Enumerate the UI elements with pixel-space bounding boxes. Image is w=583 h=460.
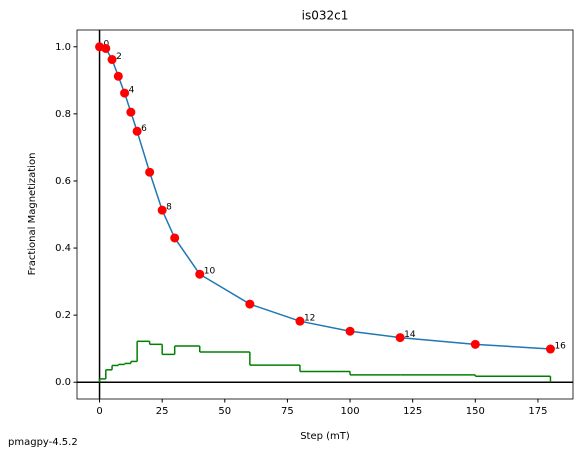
point-label: 6 [141, 124, 147, 134]
data-point [107, 55, 117, 65]
x-axis-label: Step (mT) [300, 431, 350, 442]
data-point [170, 233, 180, 243]
x-tick-label: 75 [281, 406, 294, 417]
x-tick-label: 100 [341, 406, 360, 417]
x-tick-label: 150 [466, 406, 485, 417]
y-tick-label: 0.4 [55, 243, 71, 254]
y-tick-label: 0.2 [55, 310, 71, 321]
data-point [120, 88, 130, 98]
y-tick-label: 0.0 [55, 377, 71, 388]
plot-frame [76, 29, 574, 400]
x-tick-label: 25 [156, 406, 169, 417]
data-point [245, 299, 255, 309]
data-point [545, 344, 555, 354]
point-label: 12 [304, 314, 315, 324]
x-tick-label: 175 [528, 406, 547, 417]
data-point [395, 333, 405, 343]
y-tick-label: 1.0 [55, 42, 71, 53]
data-point [295, 316, 305, 326]
data-point [132, 126, 142, 136]
data-point [157, 205, 167, 215]
data-line [99, 46, 551, 350]
data-point [345, 326, 355, 336]
data-point [101, 43, 111, 53]
data-point [126, 107, 136, 117]
x-tick-label: 125 [403, 406, 422, 417]
x-tick-label: 50 [218, 406, 231, 417]
point-label: 8 [166, 203, 172, 213]
point-label: 2 [116, 52, 122, 62]
chart-title: is032c1 [302, 9, 349, 23]
data-point [113, 71, 123, 81]
y-tick-label: 0.6 [55, 176, 71, 187]
point-label: 4 [129, 86, 135, 96]
point-label: 16 [554, 342, 566, 352]
y-axis-label: Fractional Magnetization [27, 153, 38, 276]
point-label: 14 [404, 330, 416, 340]
data-point [145, 167, 155, 177]
point-label: 10 [204, 267, 216, 277]
footer: pmagpy-4.5.2 [8, 437, 78, 448]
data-point [195, 269, 205, 279]
y-tick-label: 0.8 [55, 109, 71, 120]
x-tick-label: 0 [96, 406, 102, 417]
data-point [470, 339, 480, 349]
